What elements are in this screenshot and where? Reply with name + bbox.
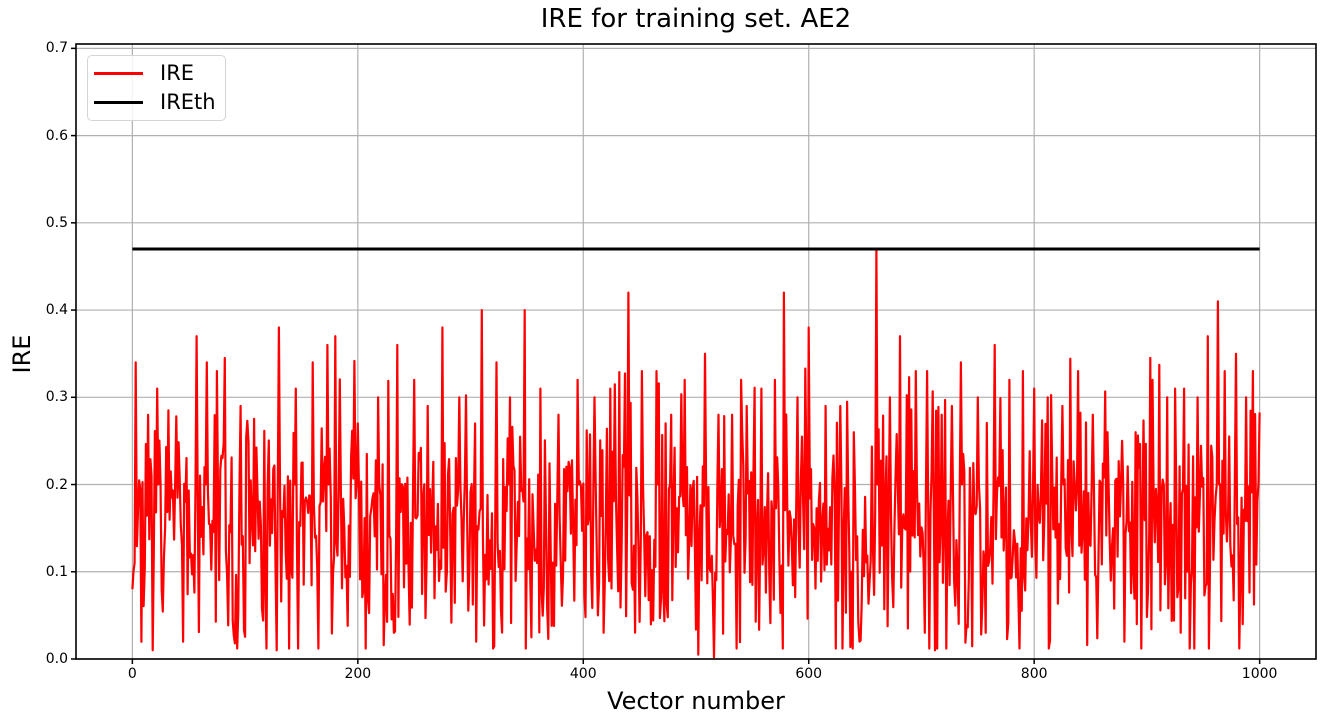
legend-label-ireth: IREth	[160, 90, 216, 114]
legend-entry-ireth: IREth	[94, 92, 225, 113]
y-tick-label: 0.7	[45, 40, 68, 57]
y-tick-label: 0.6	[45, 127, 68, 144]
ire-line-sample	[94, 72, 143, 75]
y-tick-label: 0.5	[45, 214, 68, 231]
legend-entry-ire: IRE	[94, 63, 225, 84]
x-tick-label: 600	[795, 666, 823, 682]
y-axis-label: IRE	[8, 334, 36, 374]
x-tick-label: 800	[1020, 666, 1048, 682]
y-tick-label: 0.0	[45, 651, 68, 667]
x-tick-label: 0	[127, 666, 137, 682]
x-tick-label: 200	[344, 666, 372, 682]
x-tick-label: 1000	[1241, 666, 1278, 682]
ire-line	[131, 247, 1261, 659]
x-tick-label: 400	[569, 666, 597, 682]
y-tick-label: 0.3	[45, 389, 68, 406]
legend-label-ire: IRE	[160, 61, 195, 85]
y-tick-label: 0.2	[45, 476, 68, 493]
legend: IRE IREth	[87, 55, 226, 121]
y-tick-label: 0.4	[45, 302, 68, 319]
y-tick-label: 0.1	[45, 563, 68, 580]
axis-spine	[75, 43, 1317, 660]
chart-title: IRE for training set. AE2	[540, 4, 852, 34]
x-axis-label: Vector number	[607, 687, 785, 715]
ireth-line-sample	[94, 101, 143, 104]
